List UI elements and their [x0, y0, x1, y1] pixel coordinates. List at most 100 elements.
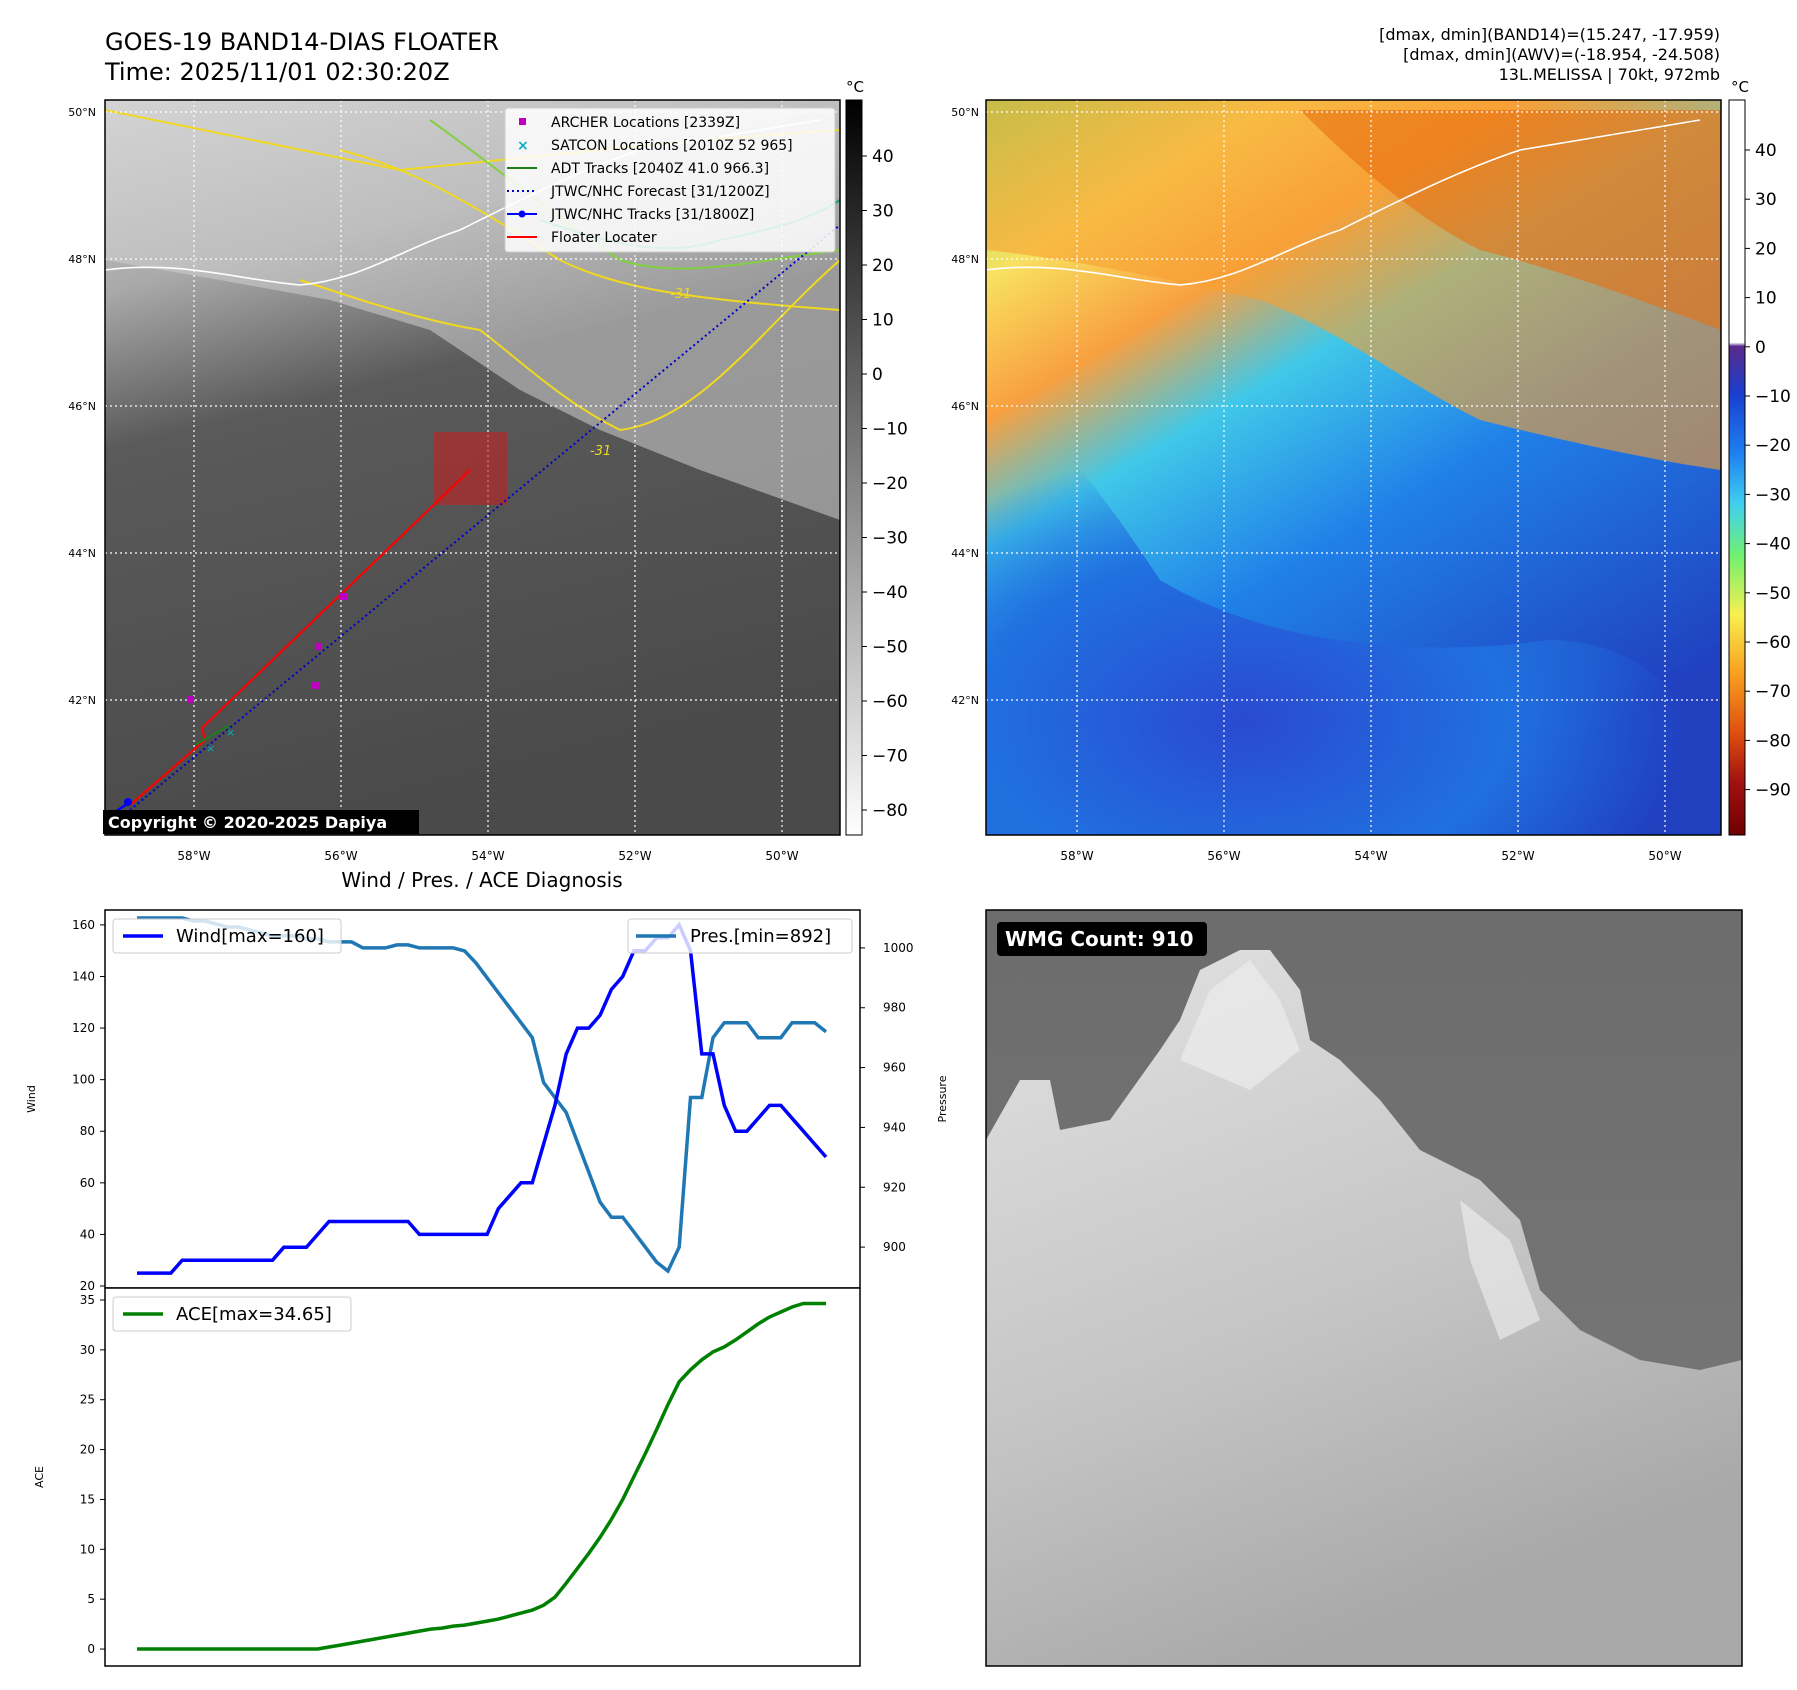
pressure-ytick-label: 980 — [883, 1001, 906, 1015]
wind-ytick-label: 140 — [72, 969, 95, 983]
contour-green — [429, 119, 840, 270]
color-colorbar-label: −40 — [1755, 535, 1791, 555]
ir-colorbar-label: 0 — [872, 365, 883, 385]
figure-title: GOES-19 BAND14-DIAS FLOATER — [105, 28, 499, 56]
ir-map-frame — [104, 99, 841, 836]
archer-marker — [312, 682, 319, 689]
ir-lat-label: 42°N — [68, 694, 96, 707]
ir-lat-label: 46°N — [68, 400, 96, 413]
legend-archer: ARCHER Locations [2339Z] — [551, 115, 740, 131]
wind-legend: Wind[max=160] — [112, 918, 342, 954]
color-lat-label: 44°N — [951, 547, 979, 560]
wind-ytick-label: 80 — [80, 1124, 95, 1138]
color-colorbar-label: −30 — [1755, 485, 1791, 505]
color-colorbar-label: 20 — [1755, 239, 1777, 259]
color-lon-label: 54°W — [1354, 849, 1387, 863]
color-colorbar-label: −10 — [1755, 387, 1791, 407]
pressure-ytick-label: 900 — [883, 1240, 906, 1254]
contour-label-b: -31 — [590, 444, 611, 459]
ace-legend-label: ACE[max=34.65] — [176, 1304, 332, 1325]
ace-series-line — [137, 1301, 826, 1651]
ir-lon-label: 58°W — [177, 849, 210, 863]
legend-forecast: JTWC/NHC Forecast [31/1200Z] — [550, 184, 770, 200]
wind-ytick-label: 60 — [80, 1176, 95, 1190]
wind-pressure-frame — [104, 909, 861, 1289]
wind-ytick-label: 120 — [72, 1021, 95, 1035]
legend-tracks: JTWC/NHC Tracks [31/1800Z] — [550, 207, 754, 223]
ir-colorbar-label: 40 — [872, 147, 894, 167]
pressure-ytick-label: 1000 — [883, 941, 914, 955]
wmg-cloud-mass — [986, 950, 1742, 1666]
pressure-axis-label: Pressure — [936, 1075, 949, 1122]
color-colorbar-label: −50 — [1755, 584, 1791, 604]
legend-satcon: SATCON Locations [2010Z 52 965] — [551, 138, 793, 154]
diagnosis-title: Wind / Pres. / ACE Diagnosis — [341, 868, 622, 892]
coastline — [986, 119, 1701, 286]
adt-track-line — [194, 724, 231, 746]
legend-adt: ADT Tracks [2040Z 41.0 966.3] — [551, 161, 769, 177]
satcon-marker: × — [206, 742, 215, 755]
forecast-track — [129, 224, 840, 811]
wind-axis-ticks: 160 140 120 100 80 60 40 20 — [72, 918, 105, 1293]
wind-ytick-label: 20 — [80, 1279, 95, 1293]
pressure-legend: Pres.[min=892] — [627, 918, 853, 954]
ir-lat-label: 50°N — [68, 106, 96, 119]
ir-colorbar-label: −60 — [872, 692, 908, 712]
contour-yellow-2 — [339, 149, 840, 311]
archer-marker — [187, 696, 194, 703]
storm-info: 13L.MELISSA | 70kt, 972mb — [1499, 65, 1720, 84]
ir-lat-label: 44°N — [68, 547, 96, 560]
official-track-point — [124, 798, 132, 806]
wmg-panel: WMG Count: 910 — [985, 909, 1743, 1667]
color-colorbar-label: 30 — [1755, 190, 1777, 210]
coldest-cloud-region — [1300, 110, 1721, 330]
figure-time: Time: 2025/11/01 02:30:20Z — [104, 58, 450, 86]
ir-colorbar-ticks: 40 30 20 10 0 −10 −20 −30 −40 −50 −60 −70 −80 — [862, 147, 908, 821]
ir-lon-label: 54°W — [471, 849, 504, 863]
wmg-count-badge — [997, 922, 1207, 956]
ir-colorbar — [845, 99, 863, 836]
color-colorbar-ticks: 40 30 20 10 0 −10 −20 −30 −40 −50 −60 −70 −80 −90 — [1745, 141, 1791, 801]
ace-axis-ticks: 35 30 25 20 15 10 5 0 — [80, 1293, 105, 1656]
color-lat-label: 48°N — [951, 253, 979, 266]
legend-floater: Floater Locater — [551, 230, 657, 246]
floater-locater-line — [129, 469, 471, 806]
track-legend: ARCHER Locations [2339Z] × SATCON Locati… — [504, 107, 836, 253]
ace-chart: 35 30 25 20 15 10 5 0 ACE ACE[max=34.65] — [33, 1287, 861, 1667]
pressure-ytick-label: 960 — [883, 1061, 906, 1075]
line-dot-icon — [518, 210, 526, 218]
ir-lon-label: 52°W — [618, 849, 651, 863]
wmg-bright-cell — [1180, 960, 1300, 1090]
color-colorbar-label: −70 — [1755, 682, 1791, 702]
color-colorbar-label: 40 — [1755, 141, 1777, 161]
ace-ytick-label: 0 — [87, 1642, 95, 1656]
contour-label-a: -31 — [670, 287, 691, 302]
color-lon-label: 50°W — [1648, 849, 1681, 863]
color-colorbar-unit: °C — [1731, 78, 1749, 96]
pressure-ytick-label: 940 — [883, 1120, 906, 1134]
ace-ytick-label: 15 — [80, 1492, 95, 1506]
color-colorbar-label: 10 — [1755, 289, 1777, 309]
ace-axis-label: ACE — [33, 1466, 46, 1488]
wmg-bright-cell — [1460, 1200, 1540, 1340]
ace-legend: ACE[max=34.65] — [112, 1296, 352, 1332]
dry-air-region — [986, 380, 1721, 835]
ir-colorbar-label: −70 — [872, 747, 908, 767]
color-map-panel: 50°N 48°N 46°N 44°N 42°N 58°W 56°W 54°W … — [951, 78, 1791, 863]
satcon-marker: × — [226, 726, 235, 739]
ace-ytick-label: 30 — [80, 1343, 95, 1357]
ir-colorbar-label: −80 — [872, 801, 908, 821]
ir-lon-label: 56°W — [324, 849, 357, 863]
pressure-ytick-label: 920 — [883, 1180, 906, 1194]
ir-colorbar-label: −30 — [872, 529, 908, 549]
archer-marker — [340, 593, 347, 600]
ir-colorbar-label: 10 — [872, 311, 894, 331]
color-lon-label: 58°W — [1060, 849, 1093, 863]
ace-ytick-label: 35 — [80, 1293, 95, 1307]
archer-marker — [315, 643, 322, 650]
ir-colorbar-label: −20 — [872, 474, 908, 494]
color-colorbar-label: −90 — [1755, 781, 1791, 801]
ace-ytick-label: 20 — [80, 1443, 95, 1457]
color-lat-label: 50°N — [951, 106, 979, 119]
